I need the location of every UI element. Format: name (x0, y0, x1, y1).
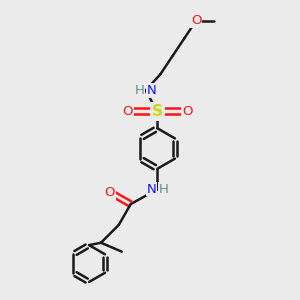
Text: O: O (182, 105, 192, 118)
Text: O: O (105, 186, 115, 199)
Text: S: S (152, 104, 163, 119)
Text: O: O (122, 105, 133, 118)
Text: N: N (147, 84, 156, 97)
Text: O: O (191, 14, 201, 27)
Text: N: N (147, 183, 156, 196)
Text: H: H (158, 183, 168, 196)
Text: H: H (135, 84, 145, 97)
